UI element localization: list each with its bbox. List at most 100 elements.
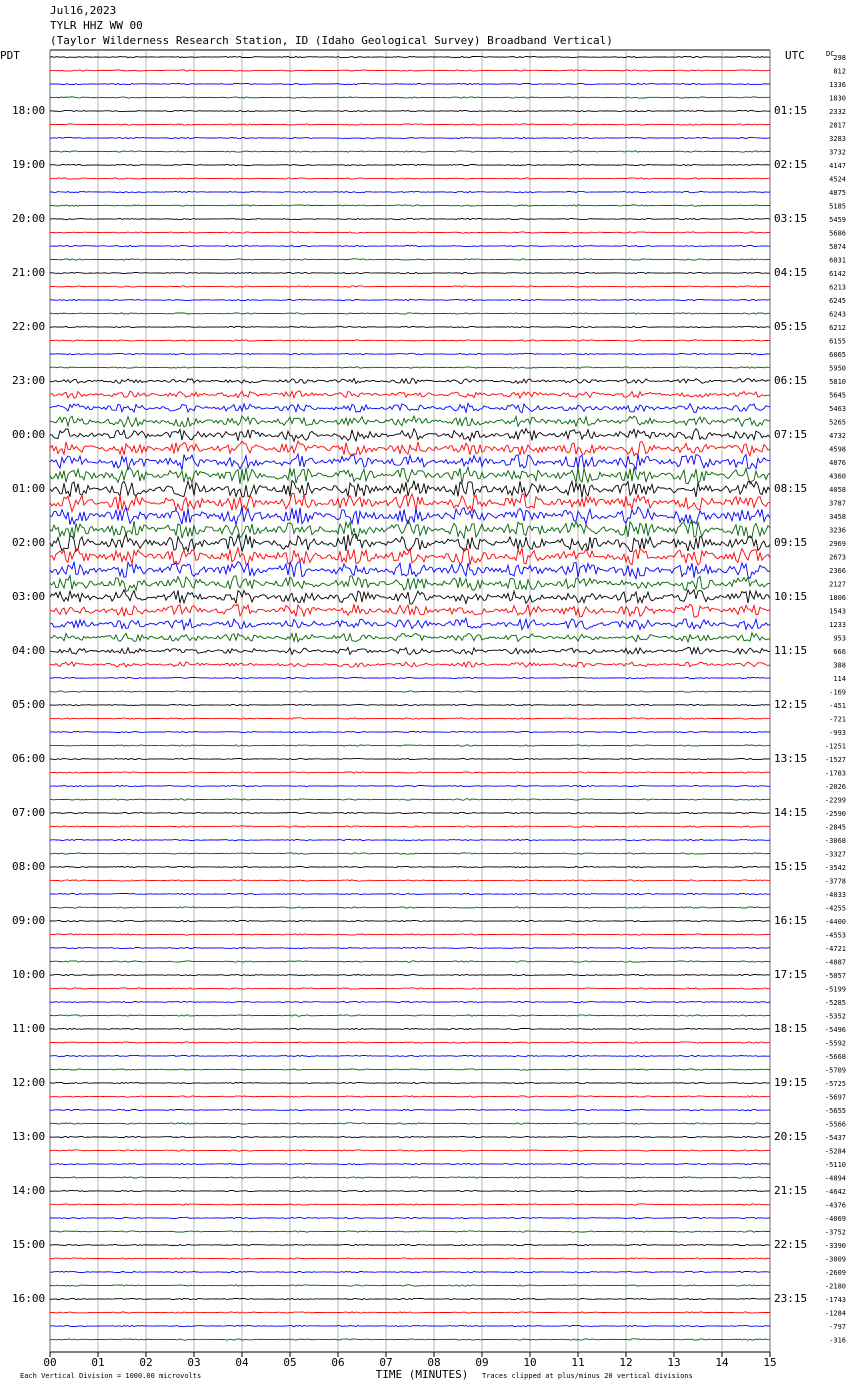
trace [49, 825, 771, 828]
x-tick-label: 06 [331, 1356, 344, 1369]
dc-offset: 6243 [829, 311, 846, 319]
right-hour-label: 15:15 [774, 860, 807, 873]
trace [49, 1324, 771, 1328]
left-hour-label: 23:00 [12, 374, 45, 387]
trace [49, 879, 771, 882]
dc-offset: -5725 [825, 1080, 846, 1088]
trace [49, 452, 771, 471]
dc-offset: 6031 [829, 257, 846, 265]
dc-offset: 2127 [829, 581, 846, 589]
dc-offset: -797 [829, 1323, 846, 1331]
x-tick-label: 00 [43, 1356, 56, 1369]
trace [49, 1338, 771, 1341]
trace [49, 1054, 771, 1058]
right-hour-label: 21:15 [774, 1184, 807, 1197]
trace [49, 244, 771, 248]
trace [49, 730, 771, 734]
trace [49, 603, 771, 618]
dc-offset: 114 [833, 675, 846, 683]
trace [50, 258, 771, 261]
x-axis-label: TIME (MINUTES) [376, 1368, 469, 1381]
dc-offset: 666 [833, 648, 846, 656]
dc-offset: 953 [833, 635, 846, 643]
trace [49, 339, 771, 342]
left-hour-label: 13:00 [12, 1130, 45, 1143]
trace [49, 231, 771, 234]
dc-offset: 5950 [829, 365, 846, 373]
right-hour-label: 19:15 [774, 1076, 807, 1089]
dc-offset: -2180 [825, 1283, 846, 1291]
x-tick-label: 13 [667, 1356, 680, 1369]
trace [50, 892, 771, 896]
dc-offset: 4876 [829, 459, 846, 467]
trace [49, 1149, 771, 1152]
trace [49, 55, 771, 59]
dc-offset: -4553 [825, 932, 846, 940]
dc-offset: -5592 [825, 1040, 846, 1048]
trace [49, 661, 771, 669]
trace [49, 492, 771, 513]
right-hour-label: 05:15 [774, 320, 807, 333]
trace [49, 771, 771, 774]
offset-header: DC [826, 50, 834, 58]
trace [49, 690, 770, 693]
trace [49, 1230, 771, 1233]
dc-offset: -1743 [825, 1296, 846, 1304]
dc-offset: 6213 [829, 284, 846, 292]
right-hour-label: 20:15 [774, 1130, 807, 1143]
dc-offset: -4069 [825, 1215, 846, 1223]
dc-offset: 3236 [829, 527, 846, 535]
trace [50, 960, 770, 963]
dc-offset: -3327 [825, 851, 846, 859]
x-tick-label: 10 [523, 1356, 536, 1369]
right-hour-label: 03:15 [774, 212, 807, 225]
trace [49, 465, 771, 485]
dc-offset: -3068 [825, 837, 846, 845]
x-tick-label: 15 [763, 1356, 776, 1369]
trace [49, 588, 771, 606]
trace [49, 811, 771, 815]
left-hour-label: 09:00 [12, 914, 45, 927]
trace [49, 414, 771, 429]
x-tick-label: 03 [187, 1356, 200, 1369]
trace [49, 784, 771, 788]
dc-offset: 2332 [829, 108, 846, 116]
trace [50, 1311, 771, 1314]
right-hour-label: 04:15 [774, 266, 807, 279]
trace [49, 479, 771, 499]
trace [49, 506, 771, 526]
trace [49, 1095, 771, 1098]
trace [49, 631, 770, 644]
trace [49, 1162, 770, 1166]
trace [49, 1014, 771, 1017]
trace [49, 366, 771, 369]
dc-offset: -451 [829, 702, 846, 710]
trace [50, 919, 771, 923]
left-hour-label: 20:00 [12, 212, 45, 225]
trace [50, 1216, 771, 1220]
left-hour-label: 03:00 [12, 590, 45, 603]
dc-offset: 5265 [829, 419, 846, 427]
dc-offset: 388 [833, 662, 846, 670]
right-hour-label: 22:15 [774, 1238, 807, 1251]
trace [50, 352, 771, 356]
dc-offset: 5459 [829, 216, 846, 224]
dc-offset: -3752 [825, 1229, 846, 1237]
dc-offset: 4058 [829, 486, 846, 494]
dc-offset: -2845 [825, 824, 846, 832]
dc-offset: -2609 [825, 1269, 846, 1277]
dc-offset: 3458 [829, 513, 846, 521]
dc-offset: 4598 [829, 446, 846, 454]
right-hour-label: 18:15 [774, 1022, 807, 1035]
trace [49, 616, 771, 632]
trace [49, 973, 771, 977]
right-hour-label: 11:15 [774, 644, 807, 657]
dc-offset: 2969 [829, 540, 846, 548]
trace [49, 389, 771, 400]
dc-offset: 1806 [829, 594, 846, 602]
right-hour-label: 01:15 [774, 104, 807, 117]
trace [50, 1041, 771, 1044]
trace [49, 1189, 771, 1193]
